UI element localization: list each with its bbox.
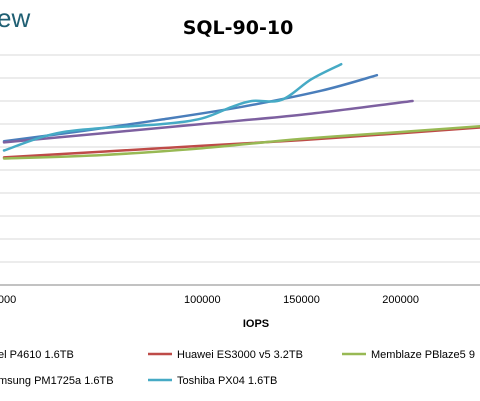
x-axis-label: IOPS [243, 318, 269, 330]
series-line-1 [2, 73, 379, 143]
x-tick-label: 0000 [0, 294, 16, 306]
x-tick-label: 100000 [184, 294, 221, 306]
legend: el P4610 1.6TB Huawei ES3000 v5 3.2TB Memb… [0, 349, 475, 387]
series-lines [2, 62, 480, 160]
x-tick-labels: 0000 100000 150000 200000 [0, 294, 419, 306]
legend-label: el P4610 1.6TB [0, 349, 74, 361]
gridlines [0, 54, 480, 263]
legend-label: Huawei ES3000 v5 3.2TB [177, 349, 303, 361]
series-line-5 [2, 62, 343, 152]
series-line-3 [2, 125, 480, 160]
chart-title: SQL-90-10 [183, 17, 294, 39]
series-line-4 [2, 99, 414, 144]
x-tick-label: 200000 [382, 294, 419, 306]
logo-text: ew [0, 3, 30, 33]
legend-label: msung PM1725a 1.6TB [0, 375, 114, 387]
legend-label: Toshiba PX04 1.6TB [177, 375, 277, 387]
x-tick-label: 150000 [283, 294, 320, 306]
legend-label: Memblaze PBlaze5 9 [371, 349, 475, 361]
